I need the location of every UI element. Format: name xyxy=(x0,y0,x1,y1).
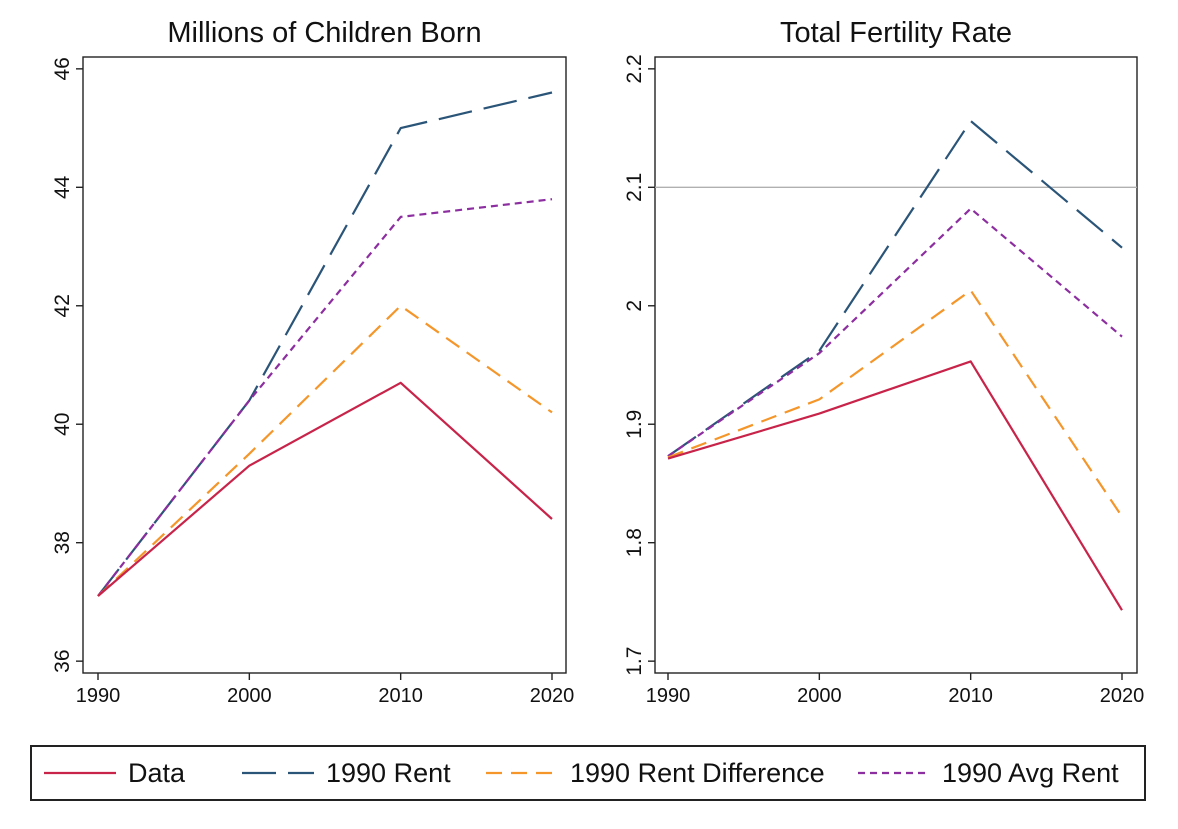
tfr-series-data-line xyxy=(667,360,1123,611)
tfr-x-tick-label: 2000 xyxy=(797,685,842,707)
tfr-y-tick-label: 1.7 xyxy=(623,647,646,676)
tfr-y-tick-label: 2.1 xyxy=(623,173,646,202)
births-y-tick-label: 42 xyxy=(51,294,74,317)
births-series-1990-rent-line xyxy=(97,91,553,597)
births-series-data-line xyxy=(97,381,553,597)
legend-label-data: Data xyxy=(128,757,186,788)
tfr-y-tick-label: 2 xyxy=(623,300,646,312)
legend-swatch-1990-avg-rent xyxy=(858,771,930,775)
births-x-tick-label: 2000 xyxy=(227,685,272,707)
births-y-tick-label: 46 xyxy=(51,57,74,80)
tfr-series-1990-rent-line xyxy=(667,119,1123,458)
legend-label-1990-rent-difference: 1990 Rent Difference xyxy=(570,757,825,788)
legend-swatch-1990-rent xyxy=(242,771,314,775)
tfr-y-tick-label: 1.9 xyxy=(623,410,646,439)
children-born-panel: Millions of Children Born 36 38 40 42 44 46 199… xyxy=(51,17,574,707)
legend-label-1990-avg-rent: 1990 Avg Rent xyxy=(942,757,1119,788)
tfr-x-tick-label: 2020 xyxy=(1100,685,1145,707)
births-y-tick-label: 36 xyxy=(51,649,74,672)
births-x-tick-label: 2020 xyxy=(530,685,575,707)
fertility-rate-panel: Total Fertility Rate 1.7 1.8 1.9 2 2.1 2.2 1990… xyxy=(623,17,1144,707)
births-y-tick-label: 44 xyxy=(51,175,74,199)
legend-swatch-1990-rent-difference xyxy=(486,771,558,775)
tfr-x-tick-label: 1990 xyxy=(646,685,691,707)
legend-label-1990-rent: 1990 Rent xyxy=(326,757,451,788)
legend-swatch-data xyxy=(44,771,116,775)
legend-item-1990-rent-difference: 1990 Rent Difference xyxy=(486,747,825,799)
tfr-series-1990-avg-rent-line xyxy=(667,207,1123,458)
births-y-tick-label: 40 xyxy=(51,413,74,436)
tfr-x-tick-label: 2010 xyxy=(948,685,993,707)
legend-item-1990-rent: 1990 Rent xyxy=(242,747,451,799)
legend-item-1990-avg-rent: 1990 Avg Rent xyxy=(858,747,1119,799)
births-x-tick-label: 2010 xyxy=(378,685,423,707)
tfr-y-tick-label: 1.8 xyxy=(623,528,646,557)
births-series-1990-avg-rent-line xyxy=(97,198,553,597)
births-x-tick-label: 1990 xyxy=(76,685,121,707)
births-chart-title: Millions of Children Born xyxy=(167,17,481,49)
births-y-tick-label: 38 xyxy=(51,531,74,554)
tfr-y-tick-label: 2.2 xyxy=(623,54,646,83)
legend: Data 1990 Rent 1990 Rent Difference 1990… xyxy=(30,745,1146,801)
tfr-plot-frame xyxy=(654,56,1138,674)
births-plot-frame xyxy=(82,56,567,674)
legend-item-data: Data xyxy=(44,747,185,799)
tfr-series-1990-rent-difference-line xyxy=(667,289,1123,518)
tfr-chart-title: Total Fertility Rate xyxy=(780,17,1012,49)
births-series-1990-rent-difference-line xyxy=(97,304,553,597)
